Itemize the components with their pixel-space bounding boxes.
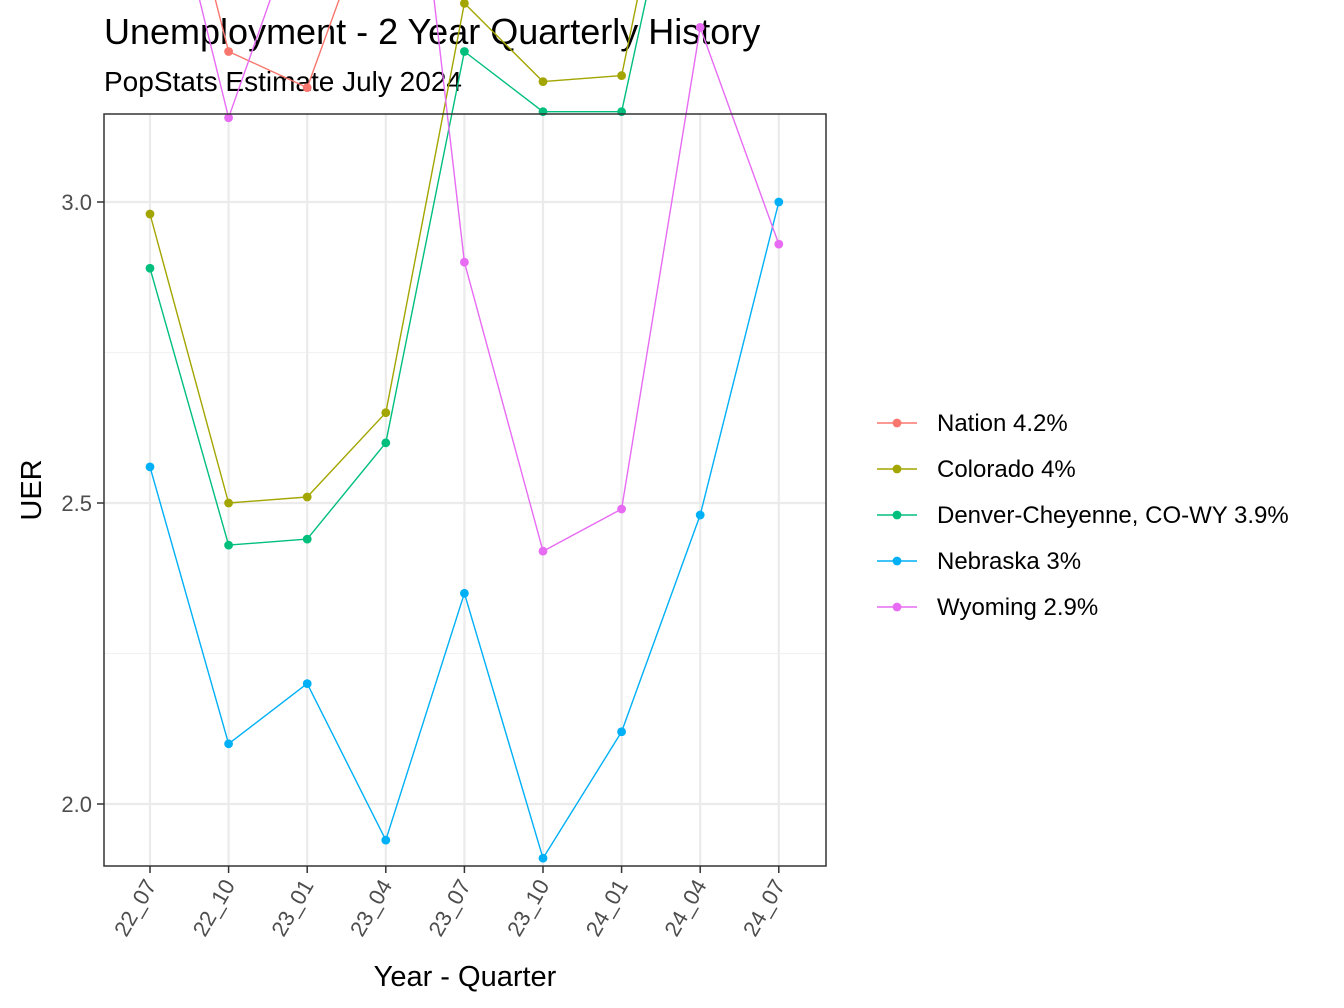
legend-label: Denver-Cheyenne, CO-WY 3.9% — [937, 502, 1289, 529]
y-tick-label: 2.5 — [61, 491, 92, 516]
data-point — [145, 209, 155, 219]
x-tick-label: 23_01 — [266, 875, 318, 940]
data-point — [460, 47, 469, 56]
x-tick-label: 24_01 — [581, 875, 633, 940]
legend-label: Colorado 4% — [937, 456, 1076, 483]
data-point — [224, 113, 234, 123]
data-point — [302, 679, 312, 688]
y-axis: 2.02.53.03.54.0 — [61, 190, 104, 817]
legend-key-point — [892, 510, 902, 520]
legend-key-point — [892, 602, 902, 612]
data-point — [381, 438, 391, 448]
y-axis-title: UER — [16, 459, 48, 520]
data-point — [617, 727, 626, 737]
data-point — [302, 492, 312, 502]
series-line — [214, 0, 340, 89]
x-tick-label: 24_07 — [738, 875, 790, 940]
data-point — [460, 588, 469, 598]
data-point — [617, 504, 626, 514]
legend-label: Wyoming 2.9% — [937, 594, 1098, 621]
legend: Nation 4.2% Colorado 4% Denver-Cheyenne, C… — [877, 410, 1289, 621]
y-tick-label: 2.0 — [61, 792, 92, 817]
data-point — [145, 462, 155, 472]
chart-title: Unemployment - 2 Year Quarterly History — [104, 11, 760, 52]
data-point — [538, 853, 548, 863]
x-tick-label: 23_04 — [345, 875, 397, 940]
data-point — [538, 107, 548, 117]
data-point — [617, 107, 626, 117]
data-point — [538, 77, 548, 86]
x-tick-label: 22_10 — [188, 875, 240, 940]
legend-key-point — [892, 418, 902, 428]
plot-panel — [103, 0, 827, 867]
data-point — [302, 534, 312, 544]
legend-key-point — [892, 464, 902, 474]
x-tick-label: 23_10 — [502, 875, 554, 940]
y-tick-label: 3.0 — [61, 190, 92, 215]
data-point — [302, 83, 312, 93]
data-point — [774, 197, 784, 207]
data-point — [695, 23, 705, 32]
data-point — [617, 71, 626, 80]
x-tick-label: 23_07 — [423, 875, 475, 940]
legend-key-point — [892, 556, 902, 566]
x-axis: 22_07 22_10 23_01 23_04 23_07 23_10 24_01 24_04… — [109, 866, 790, 940]
legend-label: Nebraska 3% — [937, 548, 1081, 575]
legend-label: Nation 4.2% — [937, 410, 1068, 437]
data-point — [695, 510, 705, 520]
data-point — [381, 408, 391, 418]
data-point — [460, 257, 469, 267]
data-point — [381, 835, 391, 845]
data-point — [224, 498, 234, 508]
chart-subtitle: PopStats Estimate July 2024 — [104, 66, 462, 97]
data-point — [224, 739, 234, 749]
data-point — [460, 0, 469, 8]
x-tick-label: 24_04 — [659, 875, 711, 940]
data-point — [224, 47, 234, 56]
data-point — [224, 540, 234, 550]
x-axis-title: Year - Quarter — [374, 961, 557, 993]
major-gridlines — [104, 114, 826, 866]
data-point — [774, 239, 784, 249]
data-point — [538, 546, 548, 556]
data-point — [145, 263, 155, 273]
x-tick-label: 22_07 — [109, 875, 161, 940]
